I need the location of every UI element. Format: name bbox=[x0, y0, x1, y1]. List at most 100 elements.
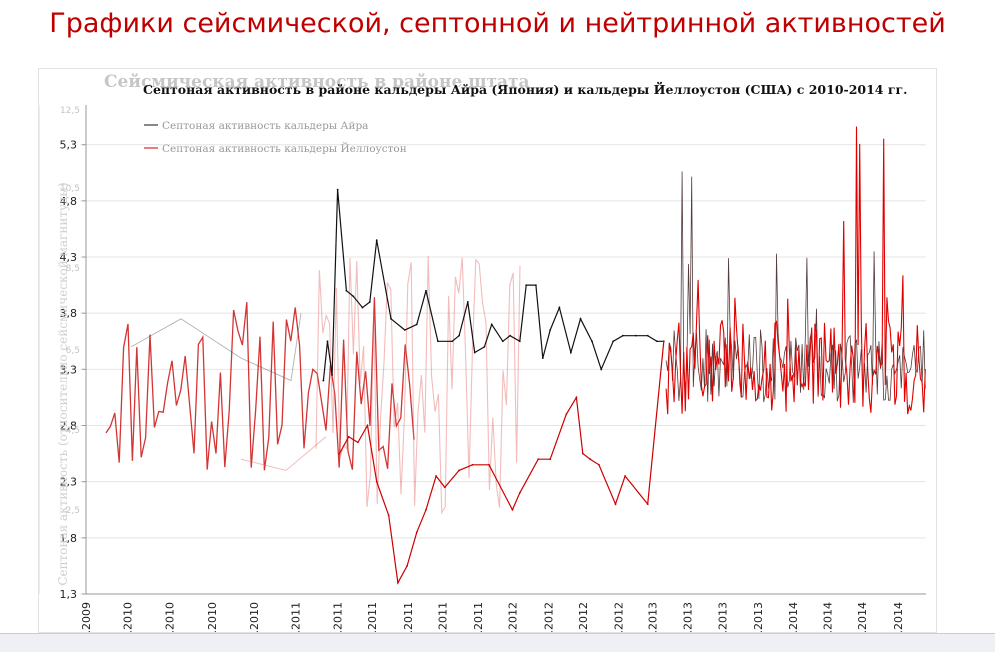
aira-point bbox=[655, 340, 658, 343]
yellowstone-point bbox=[375, 480, 378, 483]
yellowstone-point bbox=[646, 503, 649, 506]
yellowstone-point bbox=[589, 458, 592, 461]
aira-point bbox=[541, 357, 544, 360]
x-tick-label: 5.2014 bbox=[822, 602, 835, 632]
aira-point bbox=[352, 295, 355, 298]
aira-point bbox=[501, 340, 504, 343]
x-tick-label: 1.2011 bbox=[472, 602, 485, 632]
y-tick-label: 3,8 bbox=[60, 307, 78, 320]
aira-point bbox=[345, 289, 348, 292]
aira-point bbox=[437, 340, 439, 343]
yellowstone-point bbox=[575, 396, 578, 399]
x-tick-label: 1.2012 bbox=[613, 602, 626, 632]
x-tick-label: 1.2014 bbox=[892, 602, 905, 632]
ghost-red-thin-line bbox=[240, 436, 327, 471]
aira-point bbox=[558, 306, 561, 309]
yellowstone-point bbox=[565, 413, 568, 416]
aira-point bbox=[518, 340, 521, 343]
aira-point bbox=[425, 289, 427, 292]
overlay-title: Сейсмическая активность в районе штата bbox=[104, 72, 530, 92]
yellowstone-point bbox=[537, 458, 540, 461]
aira-point bbox=[483, 345, 486, 348]
aira-point bbox=[646, 334, 649, 337]
aira-point bbox=[336, 188, 339, 191]
y-tick-label: 5,3 bbox=[60, 139, 78, 152]
yellowstone-point bbox=[488, 463, 490, 466]
y-tick-label: 2,3 bbox=[60, 476, 78, 489]
aira-point bbox=[331, 374, 334, 376]
aira-point bbox=[415, 323, 418, 326]
yellowstone-point bbox=[614, 503, 617, 506]
yellowstone-point bbox=[347, 435, 350, 438]
aira-point bbox=[612, 340, 615, 343]
aira-point bbox=[403, 329, 406, 331]
series-aira-line bbox=[322, 189, 664, 381]
aira-point bbox=[535, 284, 537, 287]
aira-point bbox=[368, 301, 371, 303]
yellowstone-point bbox=[598, 463, 600, 466]
x-tick-label: 06.2011 bbox=[332, 602, 345, 632]
aira-point bbox=[525, 284, 528, 287]
yellowstone-point bbox=[415, 531, 418, 534]
legend-aira-label: Септоная активность кальдеры Айра bbox=[162, 120, 368, 132]
y-tick-label: 1,3 bbox=[60, 588, 78, 601]
y-tick-label: 3,3 bbox=[60, 363, 78, 376]
aira-point bbox=[634, 334, 637, 337]
chart-svg: 1,3 1,8 2,3 2,8 3,3 3,8 4,3 4,8 5,3 12,5 10,5 8,5 6,… bbox=[39, 72, 926, 632]
yellowstone-point bbox=[366, 424, 369, 427]
aira-point bbox=[451, 340, 454, 343]
yellowstone-point bbox=[518, 492, 521, 494]
yellowstone-point bbox=[387, 514, 390, 517]
yellowstone-point bbox=[443, 486, 446, 489]
x-tick-label: 3.2011 bbox=[289, 602, 302, 632]
yellowstone-point bbox=[356, 441, 359, 444]
yellowstone-point bbox=[425, 508, 427, 511]
aira-point bbox=[621, 334, 624, 337]
aira-point bbox=[390, 317, 392, 320]
yellowstone-point bbox=[581, 452, 584, 455]
x-tick-label: 2.2014 bbox=[787, 602, 800, 632]
ghost-y-tick-label: 6,5 bbox=[66, 346, 80, 356]
yellowstone-dense-line bbox=[665, 126, 926, 415]
ghost-y-tick-label: 8,5 bbox=[66, 264, 80, 274]
aira-dense-line bbox=[665, 171, 926, 403]
aira-point bbox=[361, 306, 364, 309]
yellowstone-point bbox=[338, 452, 341, 455]
x-tick-label: 8.2013 bbox=[717, 602, 730, 632]
ghost-black-line bbox=[130, 313, 302, 382]
yellowstone-point bbox=[662, 340, 665, 343]
ghost-y-tick-label: 4,5 bbox=[66, 426, 80, 436]
yellowstone-point bbox=[624, 475, 627, 477]
y-axis-label: Септоная активность (относительно сейсми… bbox=[56, 182, 70, 585]
x-tick-label: 5.2012 bbox=[542, 602, 555, 632]
y-tick-label: 4,8 bbox=[60, 195, 78, 208]
chart-frame: 1,3 1,8 2,3 2,8 3,3 3,8 4,3 4,8 5,3 12,5 10,5 8,5 6,… bbox=[38, 68, 937, 633]
bottom-bar bbox=[0, 633, 995, 652]
x-tick-label: 12.2010 bbox=[248, 602, 261, 632]
x-tick-label: 5.2013 bbox=[682, 602, 695, 632]
aira-point bbox=[569, 351, 572, 354]
x-tick-label: 8.2012 bbox=[577, 602, 590, 632]
slide-title: Графики сейсмической, септонной и нейтри… bbox=[49, 8, 946, 39]
aira-point bbox=[591, 340, 593, 343]
ghost-y-tick-label: 10,5 bbox=[60, 184, 80, 194]
series-yellowstone-line bbox=[338, 341, 665, 585]
yellowstone-point bbox=[435, 475, 437, 477]
yellowstone-point bbox=[396, 581, 399, 584]
ghost-y-tick-label: 12,5 bbox=[60, 106, 80, 116]
yellowstone-point bbox=[471, 463, 474, 466]
aira-point bbox=[509, 334, 512, 337]
yellowstone-point bbox=[549, 458, 552, 461]
x-tick-label: 1.2013 bbox=[752, 602, 765, 632]
aira-point bbox=[458, 334, 460, 337]
aira-point bbox=[322, 379, 325, 382]
x-tick-label: 5.2011 bbox=[366, 602, 379, 632]
x-tick-label: 12.2011 bbox=[437, 602, 450, 632]
aira-point bbox=[549, 329, 552, 331]
x-tick-label: 03.2010 bbox=[121, 602, 134, 632]
aira-point bbox=[466, 301, 469, 303]
x-tick-label: 2.2012 bbox=[506, 602, 519, 632]
yellowstone-point bbox=[406, 565, 408, 567]
yellowstone-point bbox=[511, 508, 514, 511]
ghost-y-tick-label: 2,5 bbox=[66, 506, 80, 516]
